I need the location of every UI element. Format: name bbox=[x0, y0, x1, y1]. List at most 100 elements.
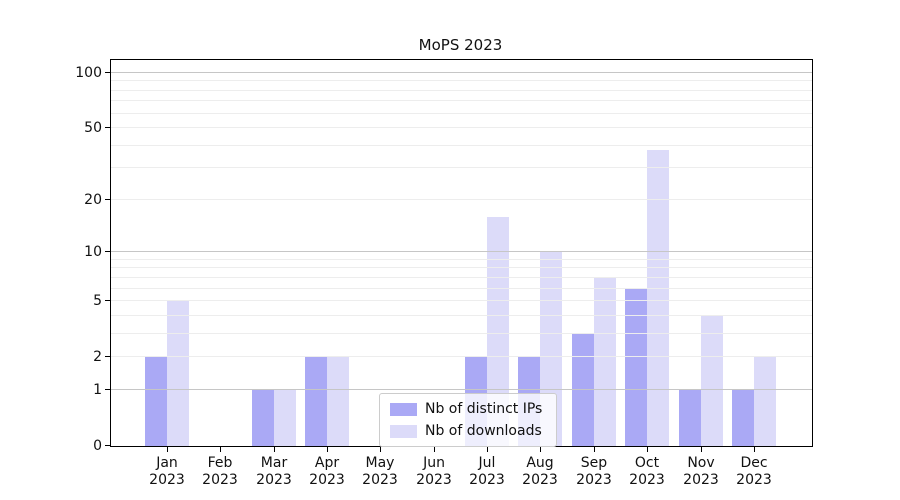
x-tick-label-line: 2023 bbox=[736, 472, 772, 488]
bar-downloads bbox=[753, 357, 776, 446]
x-tick-label-line: Mar bbox=[260, 455, 288, 471]
grid-line-minor bbox=[111, 199, 812, 200]
y-axis-tick bbox=[105, 72, 110, 73]
bar-distinct-ips bbox=[305, 357, 328, 446]
x-axis-tick bbox=[220, 447, 221, 452]
y-axis-tick bbox=[105, 251, 110, 252]
grid-line-minor bbox=[111, 167, 812, 168]
bar-distinct-ips bbox=[678, 390, 701, 446]
x-tick-label-line: 2023 bbox=[683, 472, 719, 488]
grid-line-major bbox=[111, 389, 812, 390]
grid-line-minor bbox=[111, 145, 812, 146]
x-tick-label-line: Oct bbox=[634, 455, 660, 471]
grid-line-minor bbox=[111, 90, 812, 91]
legend-item: Nb of distinct IPs bbox=[390, 401, 546, 417]
x-axis-tick bbox=[647, 447, 648, 452]
bar-downloads bbox=[487, 217, 510, 446]
x-tick-label-line: 2023 bbox=[629, 472, 665, 488]
x-tick-label: Dec 2023 bbox=[724, 455, 784, 489]
x-tick-label: Feb 2023 bbox=[190, 455, 250, 489]
grid-line-minor bbox=[111, 315, 812, 316]
x-tick-label: Sep 2023 bbox=[564, 455, 624, 489]
x-tick-label-line: 2023 bbox=[149, 472, 185, 488]
x-tick-label: Aug 2023 bbox=[510, 455, 570, 489]
grid-line-major bbox=[111, 72, 812, 73]
plot-area: Nb of distinct IPs Nb of downloads 0 1 2 5 10… bbox=[75, 59, 813, 488]
legend-swatch bbox=[390, 402, 417, 416]
bar-downloads bbox=[700, 316, 723, 446]
bar-distinct-ips bbox=[145, 357, 167, 446]
grid-line-minor bbox=[111, 127, 812, 128]
grid-line-minor bbox=[111, 259, 812, 260]
grid-line-minor bbox=[111, 277, 812, 278]
x-tick-label-line: 2023 bbox=[202, 472, 238, 488]
grid-line-minor bbox=[111, 113, 812, 114]
grid-line-minor bbox=[111, 333, 812, 334]
legend: Nb of distinct IPs Nb of downloads bbox=[379, 393, 558, 447]
bar-downloads bbox=[647, 150, 670, 446]
x-tick-label-line: Jun bbox=[423, 455, 445, 471]
y-tick-label: 1 bbox=[93, 382, 102, 398]
x-tick-label: Jan 2023 bbox=[137, 455, 197, 489]
x-tick-label-line: 2023 bbox=[576, 472, 612, 488]
x-axis-tick bbox=[487, 447, 488, 452]
x-tick-label-line: 2023 bbox=[362, 472, 398, 488]
bar-distinct-ips bbox=[571, 334, 594, 446]
grid-line-minor bbox=[111, 80, 812, 81]
x-tick-label: Apr 2023 bbox=[297, 455, 357, 489]
y-axis-tick bbox=[105, 300, 110, 301]
x-tick-label: Nov 2023 bbox=[671, 455, 731, 489]
grid-line-major bbox=[111, 251, 812, 252]
y-tick-label: 20 bbox=[84, 192, 102, 208]
x-axis-tick bbox=[540, 447, 541, 452]
x-axis-tick bbox=[380, 447, 381, 452]
y-tick-label: 100 bbox=[75, 65, 102, 81]
x-axis-tick bbox=[754, 447, 755, 452]
x-tick-label: Jun 2023 bbox=[404, 455, 464, 489]
y-axis-tick bbox=[105, 445, 110, 446]
x-tick-label-line: Dec bbox=[740, 455, 768, 471]
y-tick-label: 10 bbox=[84, 244, 102, 260]
x-tick-label: Oct 2023 bbox=[617, 455, 677, 489]
grid-line-minor bbox=[111, 300, 812, 301]
y-tick-label: 5 bbox=[93, 293, 102, 309]
y-axis-tick bbox=[105, 127, 110, 128]
bar-downloads bbox=[593, 278, 616, 446]
x-tick-label-line: 2023 bbox=[522, 472, 558, 488]
x-tick-label-line: May bbox=[365, 455, 395, 471]
x-tick-label: May 2023 bbox=[350, 455, 410, 489]
y-axis-tick bbox=[105, 389, 110, 390]
bar-downloads bbox=[167, 301, 189, 446]
x-tick-label-line: Aug bbox=[526, 455, 554, 471]
bar-distinct-ips bbox=[625, 289, 648, 446]
y-axis-tick bbox=[105, 356, 110, 357]
legend-swatch bbox=[390, 424, 417, 438]
bar-distinct-ips bbox=[731, 390, 754, 446]
x-tick-label-line: Feb bbox=[207, 455, 233, 471]
legend-label: Nb of distinct IPs bbox=[425, 401, 543, 417]
y-axis-tick bbox=[105, 199, 110, 200]
y-tick-label: 0 bbox=[93, 438, 102, 454]
x-tick-label-line: 2023 bbox=[309, 472, 345, 488]
chart-title: MoPS 2023 bbox=[418, 36, 503, 54]
x-tick-label-line: Jul bbox=[478, 455, 496, 471]
x-tick-label-line: Jan bbox=[156, 455, 178, 471]
grid-line-minor bbox=[111, 267, 812, 268]
bar-distinct-ips bbox=[251, 390, 274, 446]
x-axis-tick bbox=[167, 447, 168, 452]
x-axis-tick bbox=[434, 447, 435, 452]
grid-line-minor bbox=[111, 100, 812, 101]
x-tick-label-line: Sep bbox=[580, 455, 608, 471]
legend-label: Nb of downloads bbox=[425, 423, 542, 439]
x-tick-label-line: 2023 bbox=[469, 472, 505, 488]
x-axis-tick bbox=[701, 447, 702, 452]
x-tick-label-line: Nov bbox=[687, 455, 715, 471]
x-tick-label-line: 2023 bbox=[256, 472, 292, 488]
grid-line-minor bbox=[111, 288, 812, 289]
y-tick-label: 50 bbox=[84, 120, 102, 136]
x-axis-tick bbox=[594, 447, 595, 452]
x-tick-label-line: Apr bbox=[314, 455, 340, 471]
legend-item: Nb of downloads bbox=[390, 423, 546, 439]
x-axis-tick bbox=[327, 447, 328, 452]
